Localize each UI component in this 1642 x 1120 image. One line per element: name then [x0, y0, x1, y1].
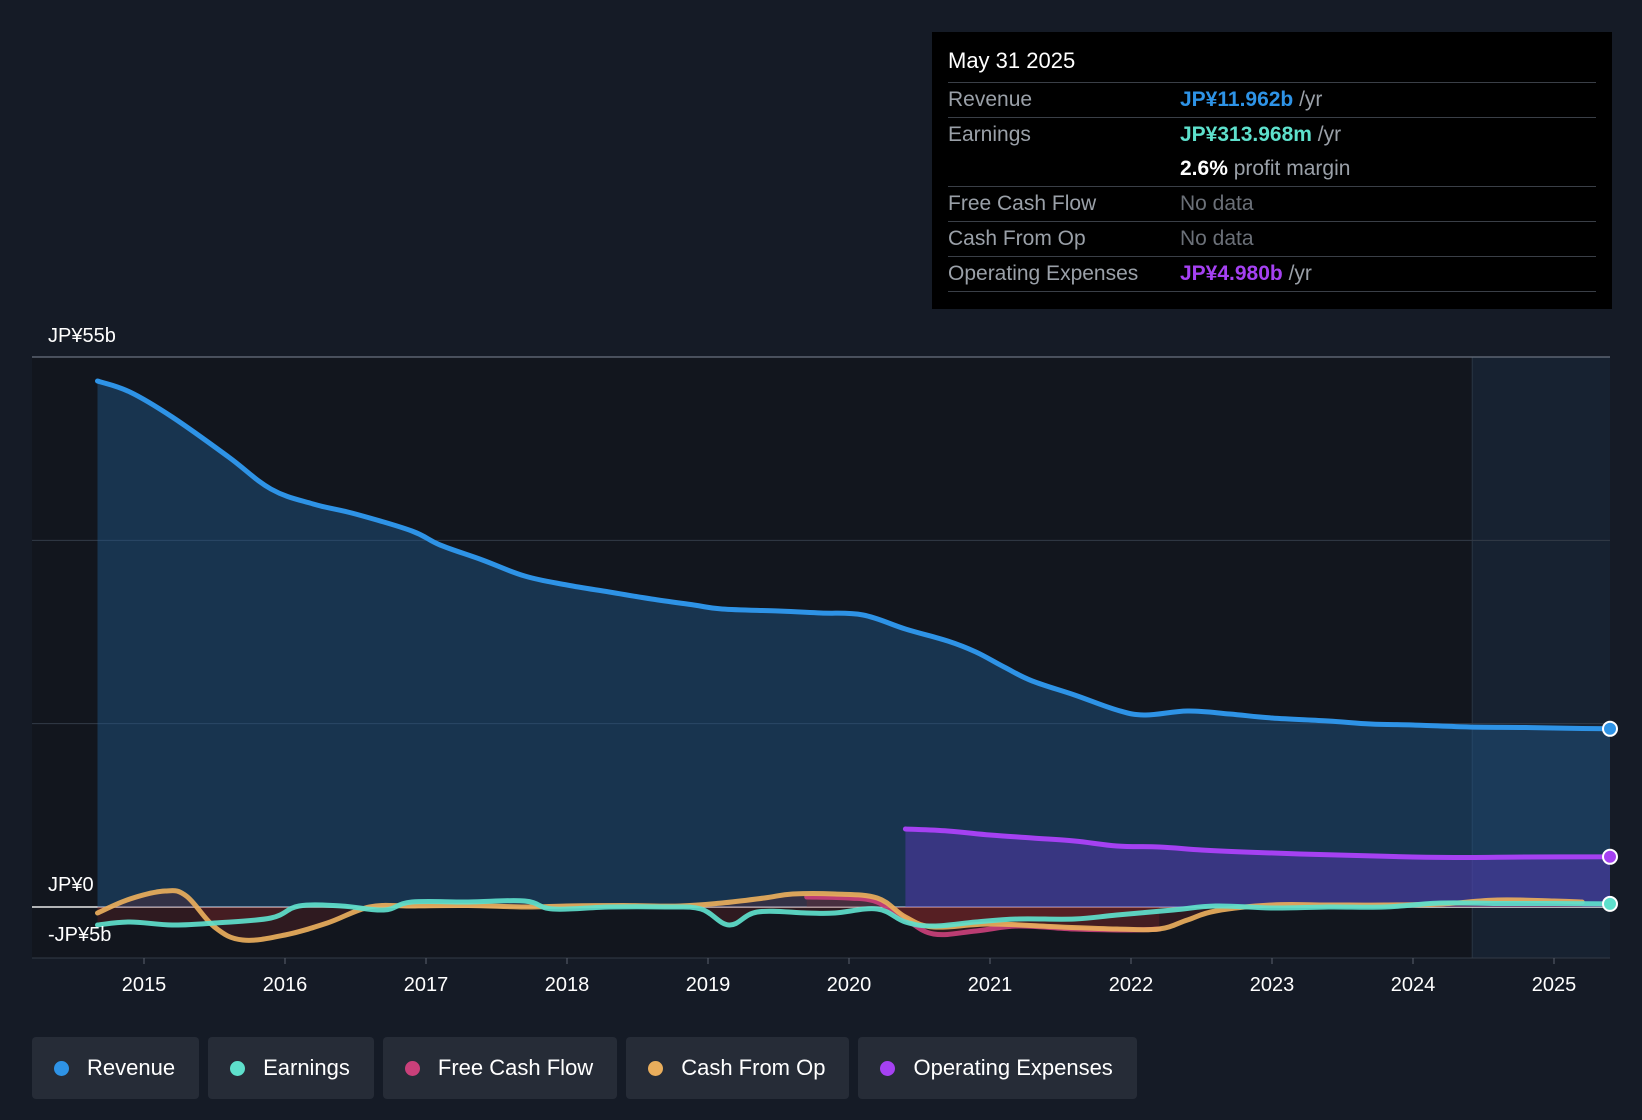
series-area-operating-expenses	[905, 829, 1611, 907]
tooltip-value: JP¥4.980b	[1180, 262, 1283, 285]
tooltip-row-value: No data	[1180, 222, 1596, 256]
tooltip-value: JP¥313.968m	[1180, 123, 1312, 146]
x-tick-label: 2019	[686, 974, 731, 996]
tooltip-date: May 31 2025	[948, 48, 1076, 73]
series-area-revenue	[97, 381, 1611, 907]
tooltip-row: Cash From Op No data	[948, 221, 1596, 256]
tooltip-row: Revenue JP¥11.962b /yr	[948, 82, 1596, 117]
x-tick-label: 2016	[263, 974, 308, 996]
tooltip-row-label	[948, 152, 1180, 186]
legend-label: Operating Expenses	[913, 1055, 1113, 1080]
series-line-operating-expenses	[902, 826, 1613, 860]
tooltip-row: 2.6% profit margin	[948, 152, 1596, 186]
tooltip-value: 2.6%	[1180, 157, 1228, 180]
legend-dot-icon	[230, 1060, 246, 1076]
legend-dot-icon	[404, 1060, 420, 1076]
series-line-cash-from-op	[95, 888, 1585, 943]
legend-item-cash-from-op[interactable]: Cash From Op	[626, 1037, 850, 1099]
y-label-bottom: -JP¥5b	[48, 924, 111, 946]
tooltip-row-label: Cash From Op	[948, 227, 1086, 250]
legend-label: Earnings	[263, 1055, 350, 1080]
tooltip-unit: /yr	[1293, 88, 1323, 111]
tooltip-row-label: Free Cash Flow	[948, 192, 1097, 215]
tooltip-row-value: No data	[1180, 187, 1596, 221]
series-line-earnings	[95, 898, 1613, 929]
series-line-revenue	[95, 378, 1613, 732]
tooltip-unit: profit margin	[1227, 157, 1351, 180]
x-tick-label: 2015	[122, 974, 167, 996]
series-end-marker-earnings	[1602, 895, 1618, 912]
legend-item-earnings[interactable]: Earnings	[208, 1037, 374, 1099]
x-tick-label: 2021	[968, 974, 1013, 996]
legend-item-revenue[interactable]: Revenue	[32, 1037, 200, 1099]
tooltip-divider	[948, 291, 1596, 292]
tooltip-row: Free Cash Flow No data	[948, 186, 1596, 221]
x-tick-label: 2020	[827, 974, 872, 996]
legend-dot-icon	[648, 1060, 664, 1076]
legend-label: Cash From Op	[681, 1055, 826, 1080]
legend-item-operating-expenses[interactable]: Operating Expenses	[858, 1037, 1137, 1099]
tooltip-unit: /yr	[1311, 123, 1342, 146]
series-end-marker-operating-expenses	[1602, 848, 1618, 865]
legend: Revenue Earnings Free Cash Flow Cash From O…	[32, 1037, 1137, 1099]
tooltip-no-data: No data	[1180, 227, 1254, 250]
tooltip-row-label: Revenue	[948, 88, 1033, 111]
tooltip-row-label: Earnings	[948, 123, 1031, 146]
legend-item-free-cash-flow[interactable]: Free Cash Flow	[382, 1037, 618, 1099]
tooltip-row-value: 2.6% profit margin	[1180, 152, 1596, 186]
x-tick-label: 2023	[1250, 974, 1295, 996]
legend-label: Revenue	[87, 1055, 176, 1080]
tooltip-panel: May 31 2025 Revenue JP¥11.962b /yr Earning…	[932, 32, 1612, 309]
x-tick-label: 2018	[545, 974, 590, 996]
x-tick-label: 2025	[1532, 974, 1577, 996]
series-area-cash-from-op	[97, 890, 1583, 941]
y-label-top: JP¥55b	[48, 325, 116, 347]
legend-dot-icon	[54, 1060, 69, 1076]
legend-dot-icon	[880, 1060, 896, 1076]
x-tick-label: 2022	[1109, 974, 1154, 996]
tooltip-row: Operating Expenses JP¥4.980b /yr	[948, 256, 1596, 291]
tooltip-row-value: JP¥4.980b /yr	[1180, 257, 1596, 291]
x-tick-label: 2024	[1391, 974, 1436, 996]
plot-background	[32, 357, 1610, 958]
legend-label: Free Cash Flow	[437, 1055, 594, 1080]
tooltip-row-label: Operating Expenses	[948, 262, 1139, 285]
tooltip-row-value: JP¥11.962b /yr	[1180, 83, 1596, 117]
series-end-marker-revenue	[1602, 720, 1618, 737]
tooltip-no-data: No data	[1180, 192, 1254, 215]
tooltip-unit: /yr	[1282, 262, 1312, 285]
tooltip-row: Earnings JP¥313.968m /yr	[948, 117, 1596, 152]
tooltip-value: JP¥11.962b	[1180, 88, 1294, 111]
x-tick-label: 2017	[404, 974, 449, 996]
tooltip-row-value: JP¥313.968m /yr	[1180, 118, 1596, 152]
y-label-zero: JP¥0	[48, 874, 94, 896]
